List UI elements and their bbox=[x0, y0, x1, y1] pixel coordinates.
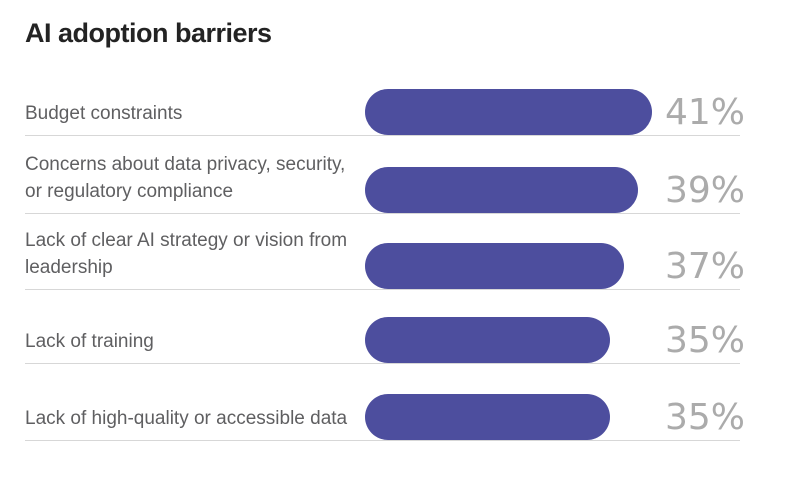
category-label: Lack of high-quality or accessible data bbox=[25, 408, 348, 429]
bar-row: Lack of training 35% bbox=[25, 290, 746, 364]
bar-track bbox=[365, 167, 665, 213]
bar-track bbox=[365, 317, 665, 363]
value-label: 35% bbox=[665, 319, 746, 361]
bar bbox=[365, 89, 652, 135]
bar bbox=[365, 317, 610, 363]
bar-row: Budget constraints 41% bbox=[25, 49, 746, 136]
value-label: 41% bbox=[665, 91, 746, 133]
bar-track bbox=[365, 394, 665, 440]
chart-title: AI adoption barriers bbox=[25, 18, 272, 48]
bar-track bbox=[365, 243, 665, 289]
category-label: Concerns about data privacy, security, o… bbox=[25, 154, 346, 202]
category-label: Lack of clear AI strategy or vision from… bbox=[25, 230, 348, 278]
bar-track bbox=[365, 89, 665, 135]
category-label: Lack of training bbox=[25, 331, 154, 352]
bar-row: Concerns about data privacy, security, o… bbox=[25, 136, 746, 214]
bar-row: Lack of clear AI strategy or vision from… bbox=[25, 214, 746, 290]
bar-chart: AI adoption barriers Budget constraints … bbox=[25, 18, 746, 441]
bar-row: Lack of high-quality or accessible data … bbox=[25, 364, 746, 441]
bar bbox=[365, 394, 610, 440]
category-label: Budget constraints bbox=[25, 103, 183, 124]
value-label: 35% bbox=[665, 396, 746, 438]
bar bbox=[365, 167, 638, 213]
value-label: 37% bbox=[665, 245, 746, 287]
bar bbox=[365, 243, 624, 289]
value-label: 39% bbox=[665, 169, 746, 211]
